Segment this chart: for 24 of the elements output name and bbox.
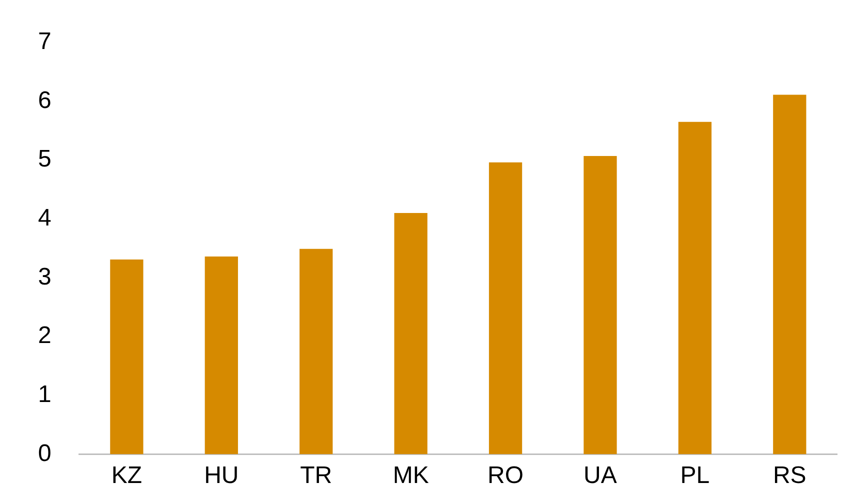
y-tick-label: 5	[38, 146, 52, 173]
bar	[488, 162, 522, 454]
x-tick-label: RS	[772, 462, 806, 490]
bar	[394, 213, 428, 454]
y-tick-label: 0	[38, 440, 52, 467]
x-tick-label: UA	[584, 462, 617, 490]
bar	[110, 259, 144, 454]
x-tick-label: HU	[204, 462, 239, 490]
y-tick-label: 4	[38, 204, 52, 232]
x-tick-label: MK	[392, 462, 429, 490]
x-tick-label: PL	[680, 462, 710, 490]
bar	[773, 94, 806, 454]
x-tick-label: KZ	[111, 462, 142, 490]
bar	[204, 256, 238, 454]
y-tick-label: 1	[38, 380, 52, 408]
x-tick-label: TR	[300, 462, 332, 490]
bar	[584, 156, 617, 454]
y-tick-label: 7	[38, 28, 52, 56]
bar	[678, 122, 712, 454]
bar	[300, 248, 333, 454]
y-tick-label: 3	[38, 263, 52, 290]
y-tick-label: 2	[38, 322, 52, 350]
y-tick-label: 6	[38, 86, 52, 114]
x-tick-label: RO	[488, 462, 524, 490]
